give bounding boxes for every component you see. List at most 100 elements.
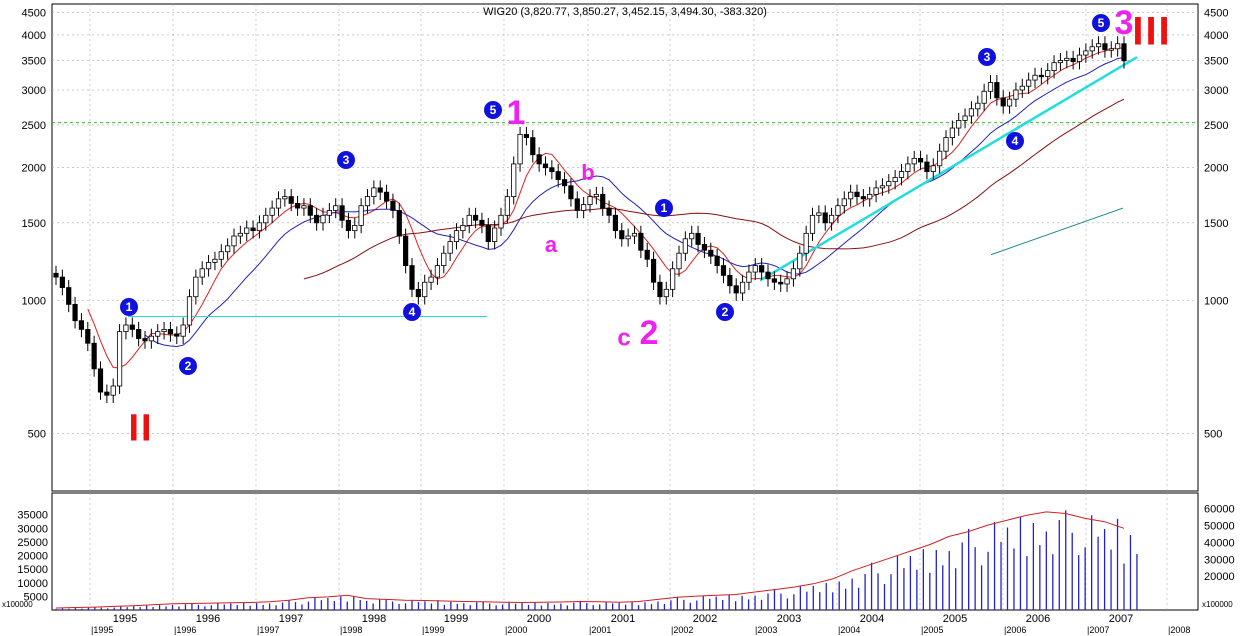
y-tick-right: 1000 xyxy=(1204,296,1228,308)
candle-body xyxy=(123,324,129,333)
candle-body xyxy=(835,205,841,216)
x-tick-bottom: |2001 xyxy=(589,625,611,635)
x-tick-bottom: |2007 xyxy=(1087,625,1109,635)
y-tick-right: 3500 xyxy=(1204,55,1228,67)
candle-body xyxy=(689,232,695,240)
candle-body xyxy=(898,171,905,178)
candle-body xyxy=(1089,46,1095,52)
candle-body xyxy=(205,262,212,270)
x-tick-bottom: |2004 xyxy=(838,625,860,635)
roman-wave-label: II xyxy=(128,408,153,450)
candle-body xyxy=(116,331,123,387)
candle-body xyxy=(212,258,218,263)
candle-body xyxy=(161,329,167,333)
vol-tick-right: 60000 xyxy=(1204,504,1235,516)
candle-body xyxy=(956,120,962,129)
y-tick-left: 4000 xyxy=(22,30,46,42)
candle-body xyxy=(511,163,517,197)
candle-body xyxy=(142,338,148,342)
y-tick-right: 2000 xyxy=(1204,163,1228,175)
candle-body xyxy=(390,200,396,211)
candle-body xyxy=(937,150,943,167)
x-tick-top: 1996 xyxy=(196,613,220,625)
candle-body xyxy=(282,196,288,200)
y-tick-left: 3000 xyxy=(22,85,46,97)
candle-body xyxy=(1083,50,1089,56)
candle-body xyxy=(968,108,975,117)
candle-body xyxy=(848,191,854,200)
candle-body xyxy=(1051,62,1057,71)
candle-body xyxy=(930,165,936,172)
candle-body xyxy=(409,265,415,290)
candle-body xyxy=(790,268,797,280)
candle-body xyxy=(174,333,180,337)
candle-body xyxy=(1019,85,1025,91)
candle-body xyxy=(1026,79,1032,87)
grid-lines xyxy=(52,4,1198,610)
candle-body xyxy=(136,329,142,339)
x-tick-top: 2007 xyxy=(1109,613,1133,625)
candle-body xyxy=(549,167,555,172)
wave-circle-label: 5 xyxy=(490,103,497,117)
candle-body xyxy=(167,329,174,335)
candle-body xyxy=(294,203,301,209)
candle-body xyxy=(828,214,835,224)
wave-circle-label: 5 xyxy=(1098,16,1105,30)
uptrend-line-2003 xyxy=(759,56,1138,282)
candle-body xyxy=(237,232,243,237)
candle-body xyxy=(1095,43,1102,48)
candle-body xyxy=(1102,43,1108,51)
candle-body xyxy=(784,278,790,285)
vol-tick-left: 5000 xyxy=(24,591,48,603)
x-tick-bottom: |1998 xyxy=(340,625,362,635)
candle-body xyxy=(670,268,676,290)
candle-body xyxy=(981,90,987,104)
candle-body xyxy=(600,193,606,209)
candle-body xyxy=(320,214,326,224)
candle-body xyxy=(568,185,574,200)
x-tick-bottom: |2008 xyxy=(1168,625,1190,635)
candle-body xyxy=(383,191,390,202)
candle-body xyxy=(803,232,809,254)
candle-body xyxy=(326,210,332,216)
candle-body xyxy=(91,342,97,370)
candle-body xyxy=(460,224,466,232)
ma-short-line xyxy=(87,46,1125,369)
candle-body xyxy=(53,272,59,278)
volume-bars xyxy=(55,510,1138,610)
vol-tick-left: 25000 xyxy=(17,537,48,549)
wave-degree-label: 1 xyxy=(507,94,526,132)
candle-body xyxy=(587,196,593,205)
vol-tick-left: 15000 xyxy=(17,564,48,576)
x-tick-top: 1997 xyxy=(279,613,303,625)
candle-body xyxy=(746,271,752,283)
candle-body xyxy=(917,157,924,163)
candle-body xyxy=(155,331,161,337)
x-tick-top: 2001 xyxy=(611,613,635,625)
x-tick-top: 2006 xyxy=(1026,613,1050,625)
candle-body xyxy=(644,249,650,260)
candle-body xyxy=(244,227,250,234)
y-tick-left: 500 xyxy=(28,428,46,440)
candle-body xyxy=(994,82,1000,99)
candle-body xyxy=(275,198,282,209)
candle-body xyxy=(752,265,758,273)
x-tick-bottom: |1996 xyxy=(174,625,196,635)
candle-body xyxy=(352,224,358,232)
wave-circle-marker xyxy=(1092,14,1110,32)
vol-tick-right: 30000 xyxy=(1204,554,1235,566)
candle-body xyxy=(104,391,110,396)
wave-circle-marker xyxy=(716,303,734,321)
candle-body xyxy=(962,115,968,121)
candle-body xyxy=(612,214,619,232)
candle-body xyxy=(727,275,733,287)
candle-body xyxy=(631,232,638,237)
candle-body xyxy=(536,154,542,165)
wave-degree-label: 3 xyxy=(1115,4,1134,42)
candle-body xyxy=(301,205,307,209)
wave-circle-label: 1 xyxy=(126,300,133,314)
candle-body xyxy=(180,324,186,337)
candle-body xyxy=(466,214,472,226)
ma-long-line xyxy=(303,98,1125,280)
